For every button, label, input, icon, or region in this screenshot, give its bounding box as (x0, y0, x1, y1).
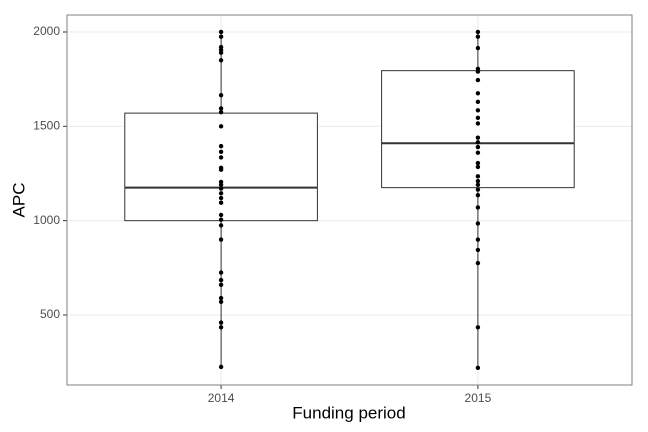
point (475, 221, 481, 226)
point (218, 186, 224, 191)
point (218, 282, 224, 288)
point (475, 174, 481, 179)
point (218, 325, 224, 330)
point (475, 205, 481, 210)
point (218, 167, 224, 172)
point (218, 217, 224, 222)
point (475, 150, 481, 155)
point (218, 109, 224, 115)
point (218, 143, 224, 149)
point (218, 212, 224, 218)
y-tick-label: 500 (40, 307, 60, 321)
point (475, 108, 481, 113)
x-axis-title: Funding period (292, 403, 405, 422)
point (475, 192, 481, 198)
y-tick-label: 1000 (33, 213, 60, 227)
point (475, 187, 481, 192)
point (218, 106, 224, 111)
point (475, 182, 481, 188)
x-tick-label: 2014 (208, 391, 235, 405)
point (218, 182, 224, 188)
point (475, 115, 481, 121)
point (475, 144, 481, 150)
point (475, 260, 481, 266)
point (475, 365, 481, 371)
point (475, 29, 481, 35)
point (475, 135, 481, 140)
point (218, 50, 224, 55)
point (475, 121, 481, 126)
point (218, 277, 224, 283)
point (218, 149, 224, 154)
point (475, 69, 481, 74)
panel-border (66, 14, 633, 386)
point (218, 270, 224, 275)
point (218, 223, 224, 228)
point (218, 155, 224, 160)
point (475, 99, 481, 104)
point (475, 247, 481, 253)
point (218, 34, 224, 39)
point (475, 91, 481, 96)
point (475, 237, 481, 242)
point (218, 237, 224, 242)
point (475, 45, 481, 51)
point (475, 164, 481, 170)
point (218, 124, 224, 129)
x-tick-label: 2015 (465, 391, 492, 405)
y-axis-title: APC (9, 183, 28, 218)
point (218, 29, 224, 35)
point (475, 77, 481, 83)
point (475, 34, 481, 39)
point (218, 58, 224, 63)
point (218, 191, 224, 196)
point (475, 160, 481, 166)
point (475, 325, 481, 330)
point (218, 200, 224, 205)
point (218, 320, 224, 325)
point (475, 178, 481, 184)
box (381, 70, 575, 189)
y-tick-label: 1500 (33, 118, 60, 132)
point (218, 295, 224, 301)
point (218, 299, 224, 304)
point (218, 364, 224, 370)
y-tick-label: 2000 (33, 24, 60, 38)
point (475, 140, 481, 145)
point (218, 92, 224, 98)
point (218, 195, 224, 201)
